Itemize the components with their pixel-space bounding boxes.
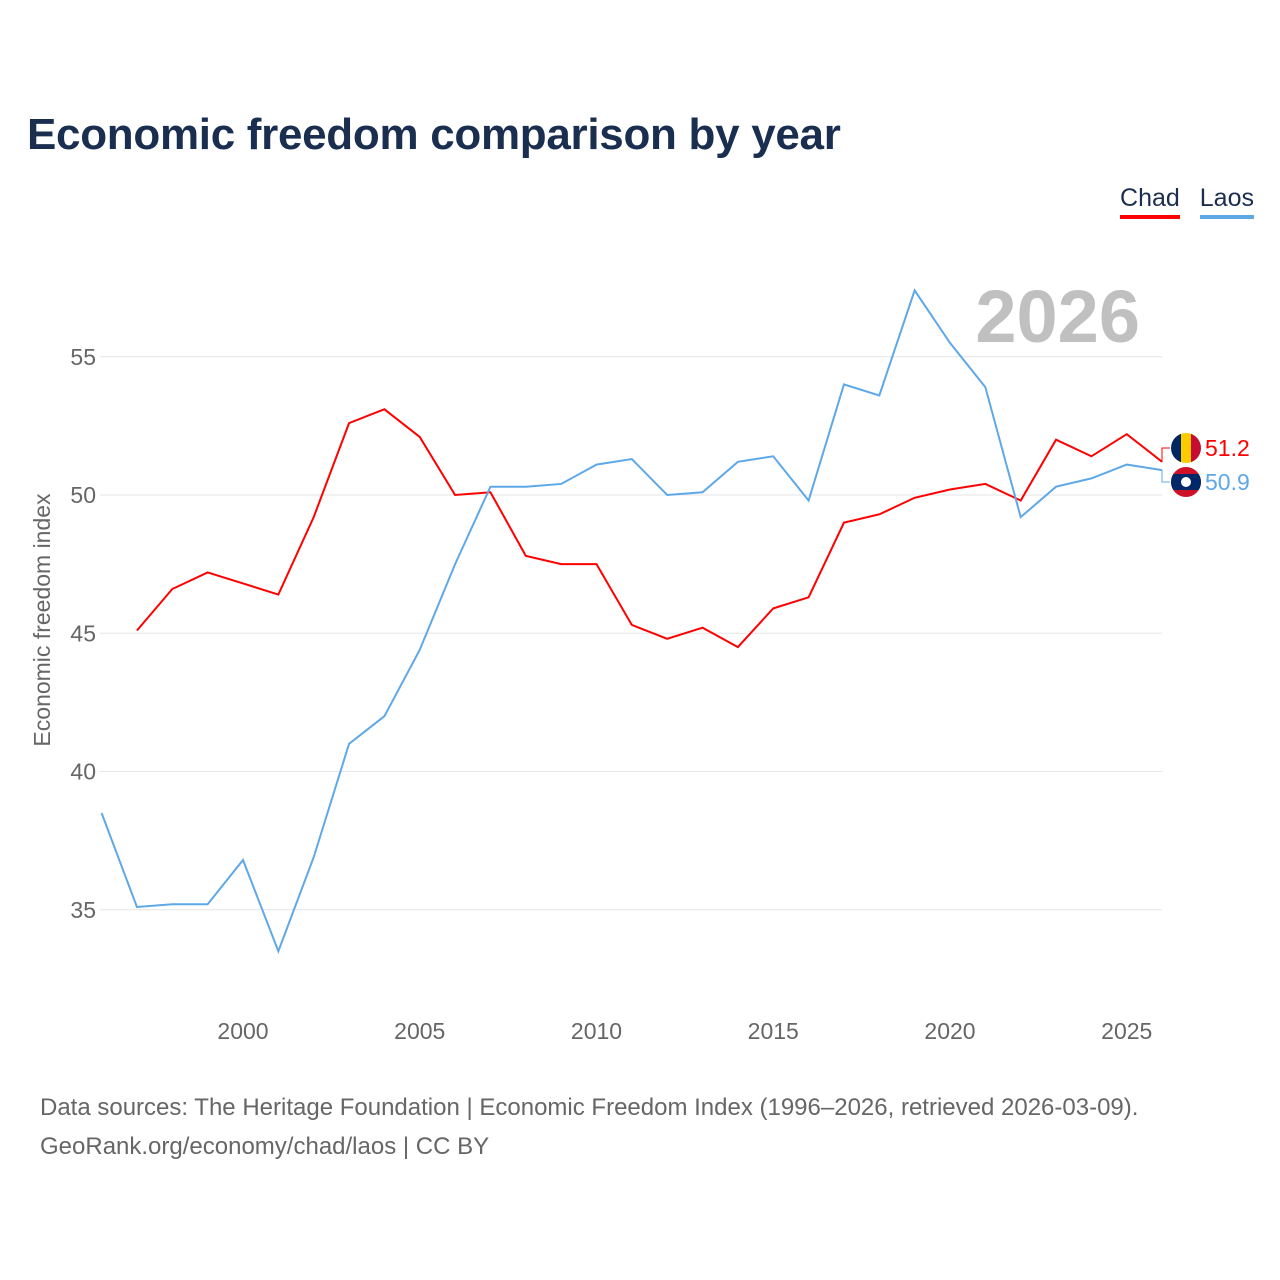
chart-title: Economic freedom comparison by year xyxy=(27,110,841,159)
y-axis-label: Economic freedom index xyxy=(29,493,55,747)
y-tick-label: 50 xyxy=(70,482,96,508)
x-tick-label: 2015 xyxy=(748,1018,799,1044)
x-tick-label: 2020 xyxy=(924,1018,975,1044)
legend-chad[interactable]: Chad xyxy=(1120,184,1180,219)
x-tick-label: 2000 xyxy=(217,1018,268,1044)
x-tick-label: 2010 xyxy=(571,1018,622,1044)
y-tick-label: 35 xyxy=(70,897,96,923)
series-line-laos xyxy=(100,288,1163,955)
y-tick-label: 55 xyxy=(70,344,96,370)
end-connector xyxy=(1161,447,1170,462)
end-connector xyxy=(1161,470,1170,483)
y-tick-label: 40 xyxy=(70,759,96,785)
flag-icon-laos xyxy=(1171,467,1201,497)
source-note: Data sources: The Heritage Foundation | … xyxy=(40,1088,1138,1166)
legend-laos[interactable]: Laos xyxy=(1199,184,1254,219)
end-value-label-laos: 50.9 xyxy=(1205,469,1250,495)
source-line-1: Data sources: The Heritage Foundation | … xyxy=(40,1094,1139,1121)
series-line-chad xyxy=(136,408,1163,649)
legend: Chad Laos xyxy=(1120,184,1254,219)
year-watermark: 2026 xyxy=(975,275,1140,358)
x-tick-label: 2005 xyxy=(394,1018,445,1044)
end-value-label-chad: 51.2 xyxy=(1205,435,1250,461)
source-line-2[interactable]: GeoRank.org/economy/chad/laos | CC BY xyxy=(40,1133,490,1160)
x-tick-label: 2025 xyxy=(1101,1018,1152,1044)
flag-icon-chad xyxy=(1171,433,1201,463)
y-tick-label: 45 xyxy=(70,620,96,646)
